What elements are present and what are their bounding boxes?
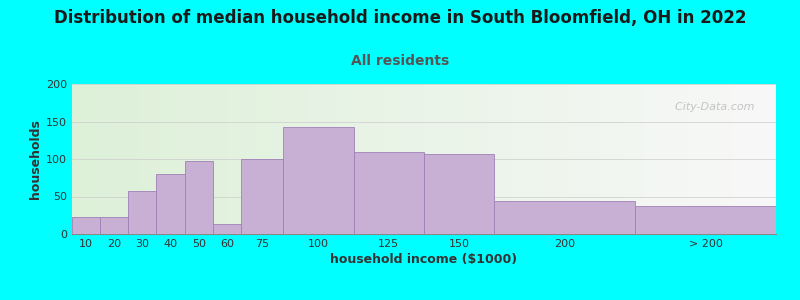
Bar [424, 154, 494, 234]
Bar [241, 159, 283, 234]
Y-axis label: households: households [29, 119, 42, 199]
Bar [213, 224, 241, 234]
Text: All residents: All residents [351, 54, 449, 68]
Text: Distribution of median household income in South Bloomfield, OH in 2022: Distribution of median household income … [54, 9, 746, 27]
Bar [494, 201, 635, 234]
Bar [635, 206, 776, 234]
Bar [72, 217, 100, 234]
Bar [283, 127, 354, 234]
Bar [185, 161, 213, 234]
Text: City-Data.com: City-Data.com [668, 102, 755, 112]
Bar [100, 217, 128, 234]
X-axis label: household income ($1000): household income ($1000) [330, 253, 518, 266]
Bar [354, 152, 424, 234]
Bar [128, 191, 157, 234]
Bar [157, 174, 185, 234]
